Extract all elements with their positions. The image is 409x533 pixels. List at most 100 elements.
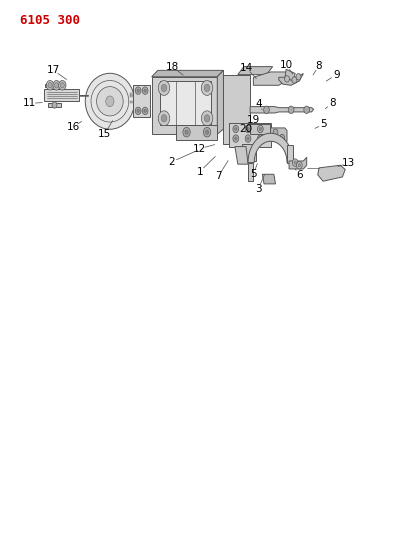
Circle shape [291, 77, 296, 83]
Circle shape [232, 125, 238, 133]
Circle shape [53, 80, 60, 90]
Circle shape [144, 109, 146, 112]
Circle shape [284, 76, 289, 82]
Text: 3: 3 [254, 184, 261, 193]
Text: 6: 6 [295, 170, 302, 180]
Circle shape [303, 106, 309, 114]
Polygon shape [217, 70, 223, 134]
Ellipse shape [85, 73, 134, 130]
Circle shape [263, 106, 269, 114]
Text: 12: 12 [193, 144, 206, 154]
Circle shape [161, 84, 166, 92]
Circle shape [137, 109, 139, 112]
Text: 14: 14 [239, 63, 252, 72]
Circle shape [272, 129, 277, 135]
Text: 8: 8 [315, 61, 321, 70]
Polygon shape [317, 165, 344, 181]
Bar [129, 95, 137, 97]
Polygon shape [249, 124, 269, 134]
Polygon shape [270, 128, 286, 141]
Polygon shape [253, 72, 286, 85]
Circle shape [48, 83, 52, 88]
Circle shape [257, 135, 263, 142]
Circle shape [257, 125, 263, 133]
Bar [129, 93, 137, 95]
Polygon shape [151, 77, 217, 134]
Circle shape [182, 127, 190, 137]
Polygon shape [151, 70, 223, 77]
Text: 17: 17 [47, 66, 60, 75]
Circle shape [46, 80, 54, 90]
Text: 7: 7 [215, 171, 221, 181]
Polygon shape [278, 74, 303, 85]
Text: 5: 5 [249, 169, 256, 179]
Ellipse shape [97, 86, 123, 116]
Text: 9: 9 [332, 70, 339, 79]
Bar [129, 101, 137, 103]
Circle shape [246, 137, 249, 140]
Polygon shape [234, 147, 247, 164]
Circle shape [245, 135, 250, 142]
Circle shape [204, 84, 209, 92]
Text: 10: 10 [279, 60, 292, 70]
Text: 16: 16 [66, 122, 79, 132]
Circle shape [135, 107, 141, 115]
Polygon shape [237, 67, 272, 75]
Text: 5: 5 [320, 119, 326, 129]
Circle shape [161, 115, 166, 122]
Circle shape [234, 127, 236, 131]
Polygon shape [223, 75, 249, 144]
Polygon shape [249, 107, 313, 113]
Polygon shape [160, 81, 211, 125]
Circle shape [232, 135, 238, 142]
Circle shape [158, 111, 169, 126]
Circle shape [205, 130, 208, 134]
Circle shape [288, 106, 293, 114]
Circle shape [137, 89, 139, 92]
Text: 19: 19 [246, 115, 259, 125]
Polygon shape [45, 84, 62, 87]
Circle shape [184, 130, 188, 134]
Circle shape [234, 137, 236, 140]
Circle shape [52, 102, 57, 108]
Polygon shape [262, 174, 275, 184]
Circle shape [144, 89, 146, 92]
Text: 11: 11 [23, 99, 36, 108]
Polygon shape [133, 85, 149, 117]
Circle shape [258, 127, 261, 131]
Circle shape [142, 87, 148, 94]
Circle shape [279, 134, 284, 141]
Polygon shape [288, 157, 306, 169]
Text: 1: 1 [196, 167, 202, 176]
Text: 8: 8 [328, 99, 335, 108]
Circle shape [60, 83, 64, 88]
Circle shape [158, 80, 169, 95]
Text: 15: 15 [98, 130, 111, 139]
Text: 13: 13 [341, 158, 354, 168]
Circle shape [201, 111, 212, 126]
Text: 2: 2 [168, 157, 174, 167]
Circle shape [58, 80, 66, 90]
Text: 20: 20 [239, 124, 252, 134]
Polygon shape [241, 144, 256, 161]
Polygon shape [176, 125, 217, 140]
Circle shape [54, 83, 58, 88]
Text: 6105 300: 6105 300 [20, 14, 80, 27]
Circle shape [295, 74, 300, 80]
Polygon shape [286, 145, 292, 163]
Polygon shape [247, 163, 253, 181]
Text: 4: 4 [254, 100, 261, 109]
Circle shape [293, 161, 296, 164]
Polygon shape [284, 69, 294, 81]
Polygon shape [228, 123, 270, 147]
Polygon shape [247, 133, 292, 163]
Polygon shape [48, 103, 61, 107]
Circle shape [106, 96, 114, 107]
Circle shape [246, 127, 249, 131]
Circle shape [203, 127, 210, 137]
Circle shape [292, 159, 297, 166]
Circle shape [135, 87, 141, 94]
Circle shape [297, 164, 300, 167]
Circle shape [245, 125, 250, 133]
Text: 18: 18 [165, 62, 178, 71]
